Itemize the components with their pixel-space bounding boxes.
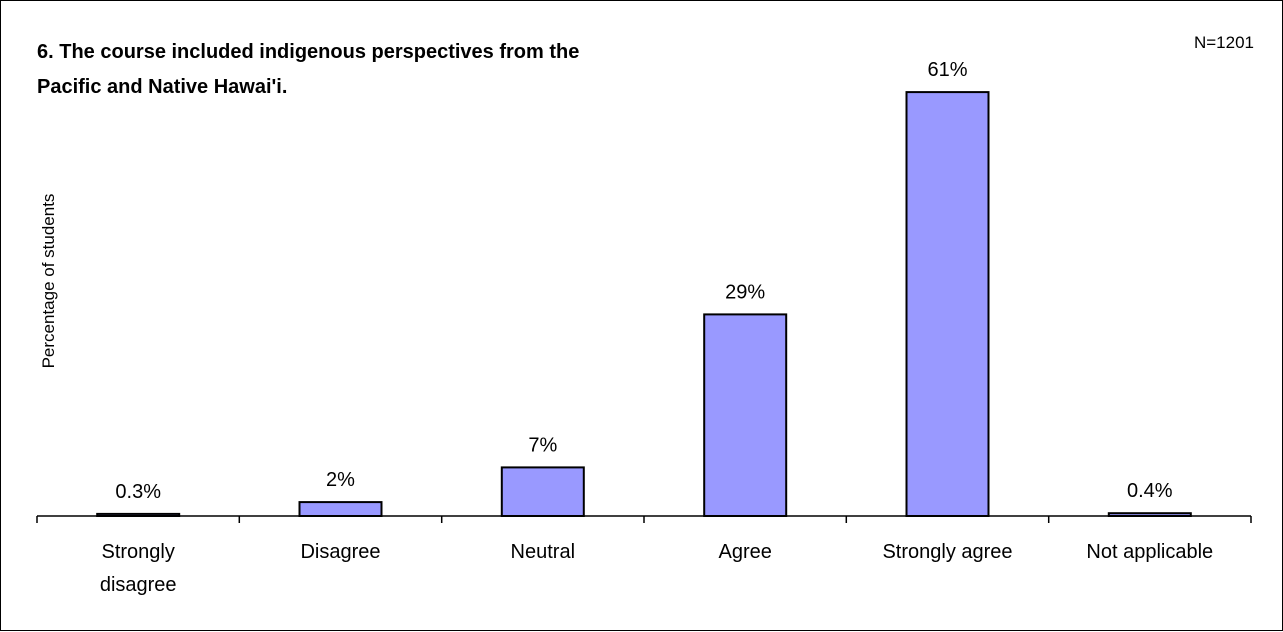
data-label-2: 7%	[528, 434, 557, 456]
bar-4	[905, 91, 990, 517]
category-label-3: Agree	[719, 541, 772, 563]
data-label-3: 29%	[725, 281, 765, 303]
category-label-4: Strongly agree	[882, 541, 1012, 563]
category-label-2: Neutral	[511, 541, 575, 563]
data-label-1: 2%	[326, 469, 355, 491]
category-label-5: Not applicable	[1086, 541, 1213, 563]
bar-3	[703, 313, 788, 517]
chart-title-line-1: 6. The course included indigenous perspe…	[37, 41, 579, 63]
category-label-0-line-0: Strongly	[102, 541, 175, 563]
chart-title-line-2: Pacific and Native Hawai'i.	[37, 76, 287, 98]
bar-2	[500, 466, 585, 517]
category-label-0-line-1: disagree	[100, 574, 177, 596]
y-axis-label: Percentage of students	[39, 194, 58, 369]
x-axis: Strongly disagree Disagree Neutral Agree Stro…	[36, 515, 1252, 596]
data-label-4: 61%	[927, 59, 967, 81]
category-label-1: Disagree	[300, 541, 380, 563]
data-label-0: 0.3%	[115, 481, 161, 503]
bars-layer: 0.3% 2% 7% 29% 61% 0.4%	[96, 59, 1192, 518]
sample-size-note: N=1201	[1194, 33, 1254, 52]
bar-1	[298, 501, 383, 518]
data-label-5: 0.4%	[1127, 480, 1173, 502]
